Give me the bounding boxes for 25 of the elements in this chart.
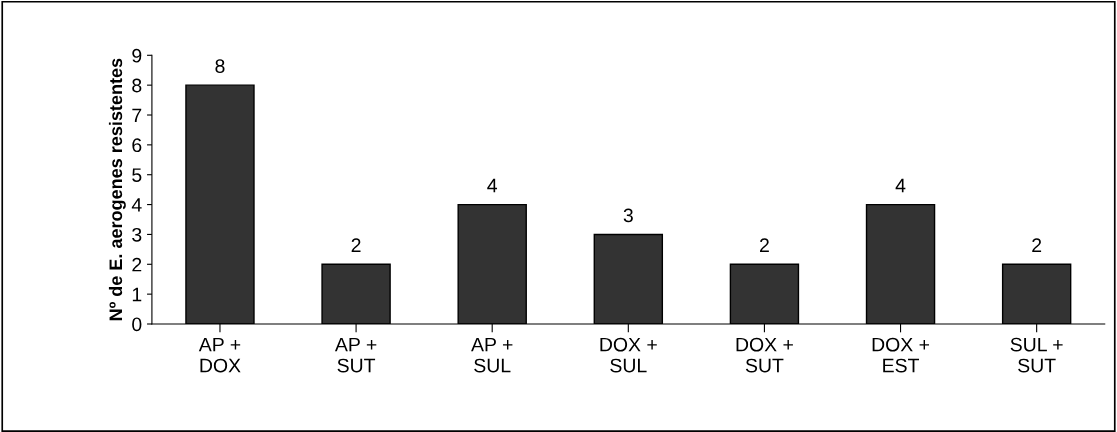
data-label: 4 bbox=[895, 178, 906, 193]
x-tick-label: DOX + EST bbox=[872, 337, 930, 373]
y-tick-label: 9 bbox=[132, 48, 142, 63]
y-tick-label: 4 bbox=[131, 198, 142, 212]
x-tick-label: AP + SUT bbox=[334, 337, 377, 373]
data-label: 4 bbox=[487, 178, 498, 193]
x-tick-label: SUL + SUT bbox=[1010, 337, 1063, 373]
y-tick-label: 6 bbox=[132, 138, 142, 153]
data-label: 2 bbox=[1032, 238, 1042, 252]
y-axis-title: Nº de E. aerogenes resistentes bbox=[108, 58, 126, 321]
y-tick-label: 8 bbox=[132, 78, 142, 93]
y-tick-label: 7 bbox=[132, 108, 142, 123]
y-tick-label: 5 bbox=[132, 168, 142, 182]
y-tick-label: 3 bbox=[132, 227, 142, 242]
x-tick-label: DOX + SUL bbox=[600, 337, 657, 373]
y-tick-label: 2 bbox=[132, 257, 142, 272]
data-label: 2 bbox=[351, 238, 361, 252]
x-tick-label: AP + SUL bbox=[471, 337, 513, 373]
x-tick-label: AP + DOX bbox=[198, 337, 241, 373]
data-label: 2 bbox=[760, 238, 769, 252]
data-label: 8 bbox=[215, 59, 225, 73]
x-tick-label: DOX + SUT bbox=[736, 337, 793, 373]
data-label: 3 bbox=[623, 208, 633, 223]
y-tick-label: 1 bbox=[132, 287, 142, 302]
y-tick-label: 0 bbox=[132, 317, 142, 332]
